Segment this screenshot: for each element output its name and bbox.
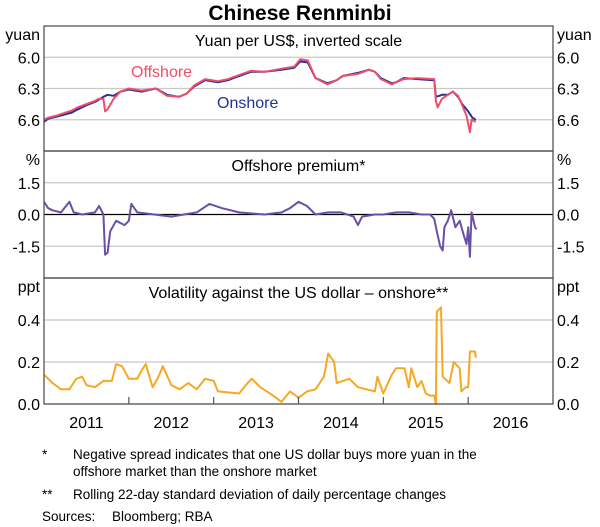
y-tick-label-left: 0.4 — [18, 313, 40, 330]
sources-label: Sources: — [42, 509, 95, 524]
chart-title: Chinese Renminbi — [208, 2, 391, 25]
y-unit-left: ppt — [18, 279, 41, 296]
note-1-line-2: offshore market than the onshore market — [73, 464, 317, 479]
x-tick-label: 2013 — [238, 415, 274, 432]
y-tick-label-right: 0.0 — [557, 397, 579, 414]
x-tick-label: 2014 — [323, 415, 359, 432]
sources-text: Bloomberg; RBA — [112, 509, 213, 524]
y-unit-right: yuan — [557, 27, 592, 44]
panel-title: Yuan per US$, inverted scale — [195, 33, 402, 50]
panel-title: Offshore premium* — [232, 158, 366, 175]
y-tick-label-left: -1.5 — [12, 239, 40, 256]
label-onshore: Onshore — [217, 95, 278, 112]
series-line-panel-3 — [43, 306, 477, 405]
x-tick-label: 2016 — [493, 415, 529, 432]
y-tick-label-left: 0.0 — [18, 208, 40, 225]
y-unit-right: ppt — [557, 279, 580, 296]
note-1-line-1: Negative spread indicates that one US do… — [73, 447, 477, 462]
note-2-line-1: Rolling 22-day standard deviation of dai… — [73, 487, 446, 502]
note-1-mark: * — [42, 447, 48, 462]
y-tick-label-right: -1.5 — [557, 239, 585, 256]
y-tick-label-right: 0.0 — [557, 208, 579, 225]
y-tick-label-left: 0.2 — [18, 355, 40, 372]
x-tick-label: 2015 — [408, 415, 444, 432]
y-tick-label-left: 6.0 — [18, 50, 40, 67]
y-tick-label-right: 6.6 — [557, 113, 579, 130]
series-line-panel-2 — [43, 200, 478, 258]
y-tick-label-right: 0.2 — [557, 355, 579, 372]
y-tick-label-right: 0.4 — [557, 313, 579, 330]
panel-title: Volatility against the US dollar – onsho… — [149, 285, 449, 302]
y-tick-label-left: 6.6 — [18, 113, 40, 130]
label-offshore: Offshore — [131, 64, 192, 81]
x-tick-label: 2012 — [153, 415, 189, 432]
y-tick-label-right: 6.0 — [557, 50, 579, 67]
y-unit-left: yuan — [5, 27, 40, 44]
series-line-onshore — [43, 60, 477, 123]
y-tick-label-right: 1.5 — [557, 176, 579, 193]
y-tick-label-left: 1.5 — [18, 176, 40, 193]
y-tick-label-left: 6.3 — [18, 82, 40, 99]
y-unit-right: % — [557, 152, 571, 169]
y-tick-label-right: 6.3 — [557, 82, 579, 99]
y-unit-left: % — [26, 152, 40, 169]
y-tick-label-left: 0.0 — [18, 397, 40, 414]
note-2-mark: ** — [42, 487, 53, 502]
x-tick-label: 2011 — [69, 415, 104, 432]
series-line-offshore — [43, 58, 477, 134]
